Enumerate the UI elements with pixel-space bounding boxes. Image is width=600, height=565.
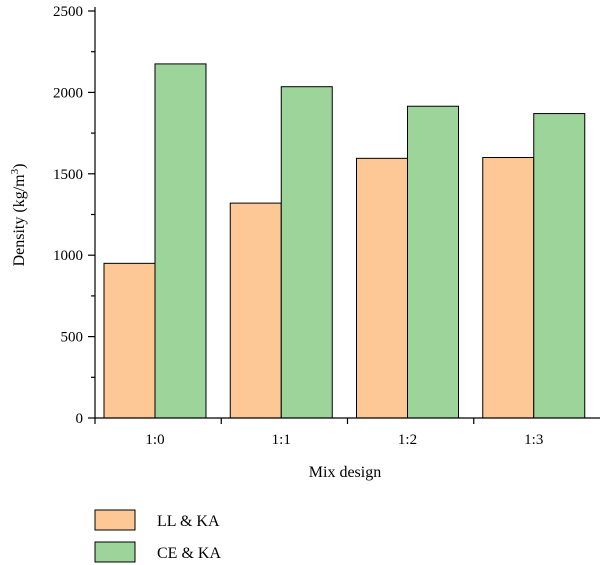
legend-label-ll-ka: LL & KA bbox=[157, 513, 220, 530]
y-axis-title-superscript: 3 bbox=[9, 168, 21, 174]
bar-ll-ka-1-1 bbox=[229, 202, 282, 419]
y-tick-label: 2500 bbox=[53, 4, 83, 20]
bars-group bbox=[103, 63, 586, 419]
bar-ce-ka-1-0 bbox=[154, 63, 207, 419]
bar-ll-ka-1-0 bbox=[103, 262, 156, 419]
bar-ce-ka-1-1 bbox=[280, 86, 333, 419]
bar-ll-ka-1-2 bbox=[356, 157, 408, 419]
x-axis-title: Mix design bbox=[309, 464, 381, 481]
y-tick-label: 1000 bbox=[53, 248, 83, 264]
x-tick-label: 1:2 bbox=[398, 432, 417, 448]
y-axis-title: Density (kg/m3) bbox=[9, 164, 28, 267]
x-tick-label: 1:3 bbox=[524, 432, 543, 448]
y-ticks-group: 0 500 1000 1500 2000 2500 bbox=[53, 4, 95, 427]
legend-swatch-ll-ka bbox=[94, 509, 136, 531]
y-tick-label: 0 bbox=[76, 411, 84, 427]
y-tick-label: 1500 bbox=[53, 167, 83, 183]
bar-ll-ka-1-3 bbox=[482, 157, 535, 419]
x-ticks-group: 1:0 1:1 1:2 1:3 bbox=[94, 418, 543, 448]
x-tick-label: 1:1 bbox=[272, 432, 291, 448]
x-tick-label: 1:0 bbox=[145, 432, 164, 448]
y-axis-title-main: Density (kg/m bbox=[11, 174, 28, 267]
bar-ce-ka-1-3 bbox=[533, 113, 586, 419]
legend: LL & KA CE & KA bbox=[94, 509, 221, 563]
y-tick-label: 2000 bbox=[53, 85, 83, 101]
bar-ce-ka-1-2 bbox=[407, 105, 459, 419]
y-axis-title-suffix: ) bbox=[11, 164, 28, 169]
y-tick-label: 500 bbox=[61, 330, 84, 346]
legend-label-ce-ka: CE & KA bbox=[157, 545, 221, 562]
legend-swatch-ce-ka bbox=[94, 541, 136, 563]
